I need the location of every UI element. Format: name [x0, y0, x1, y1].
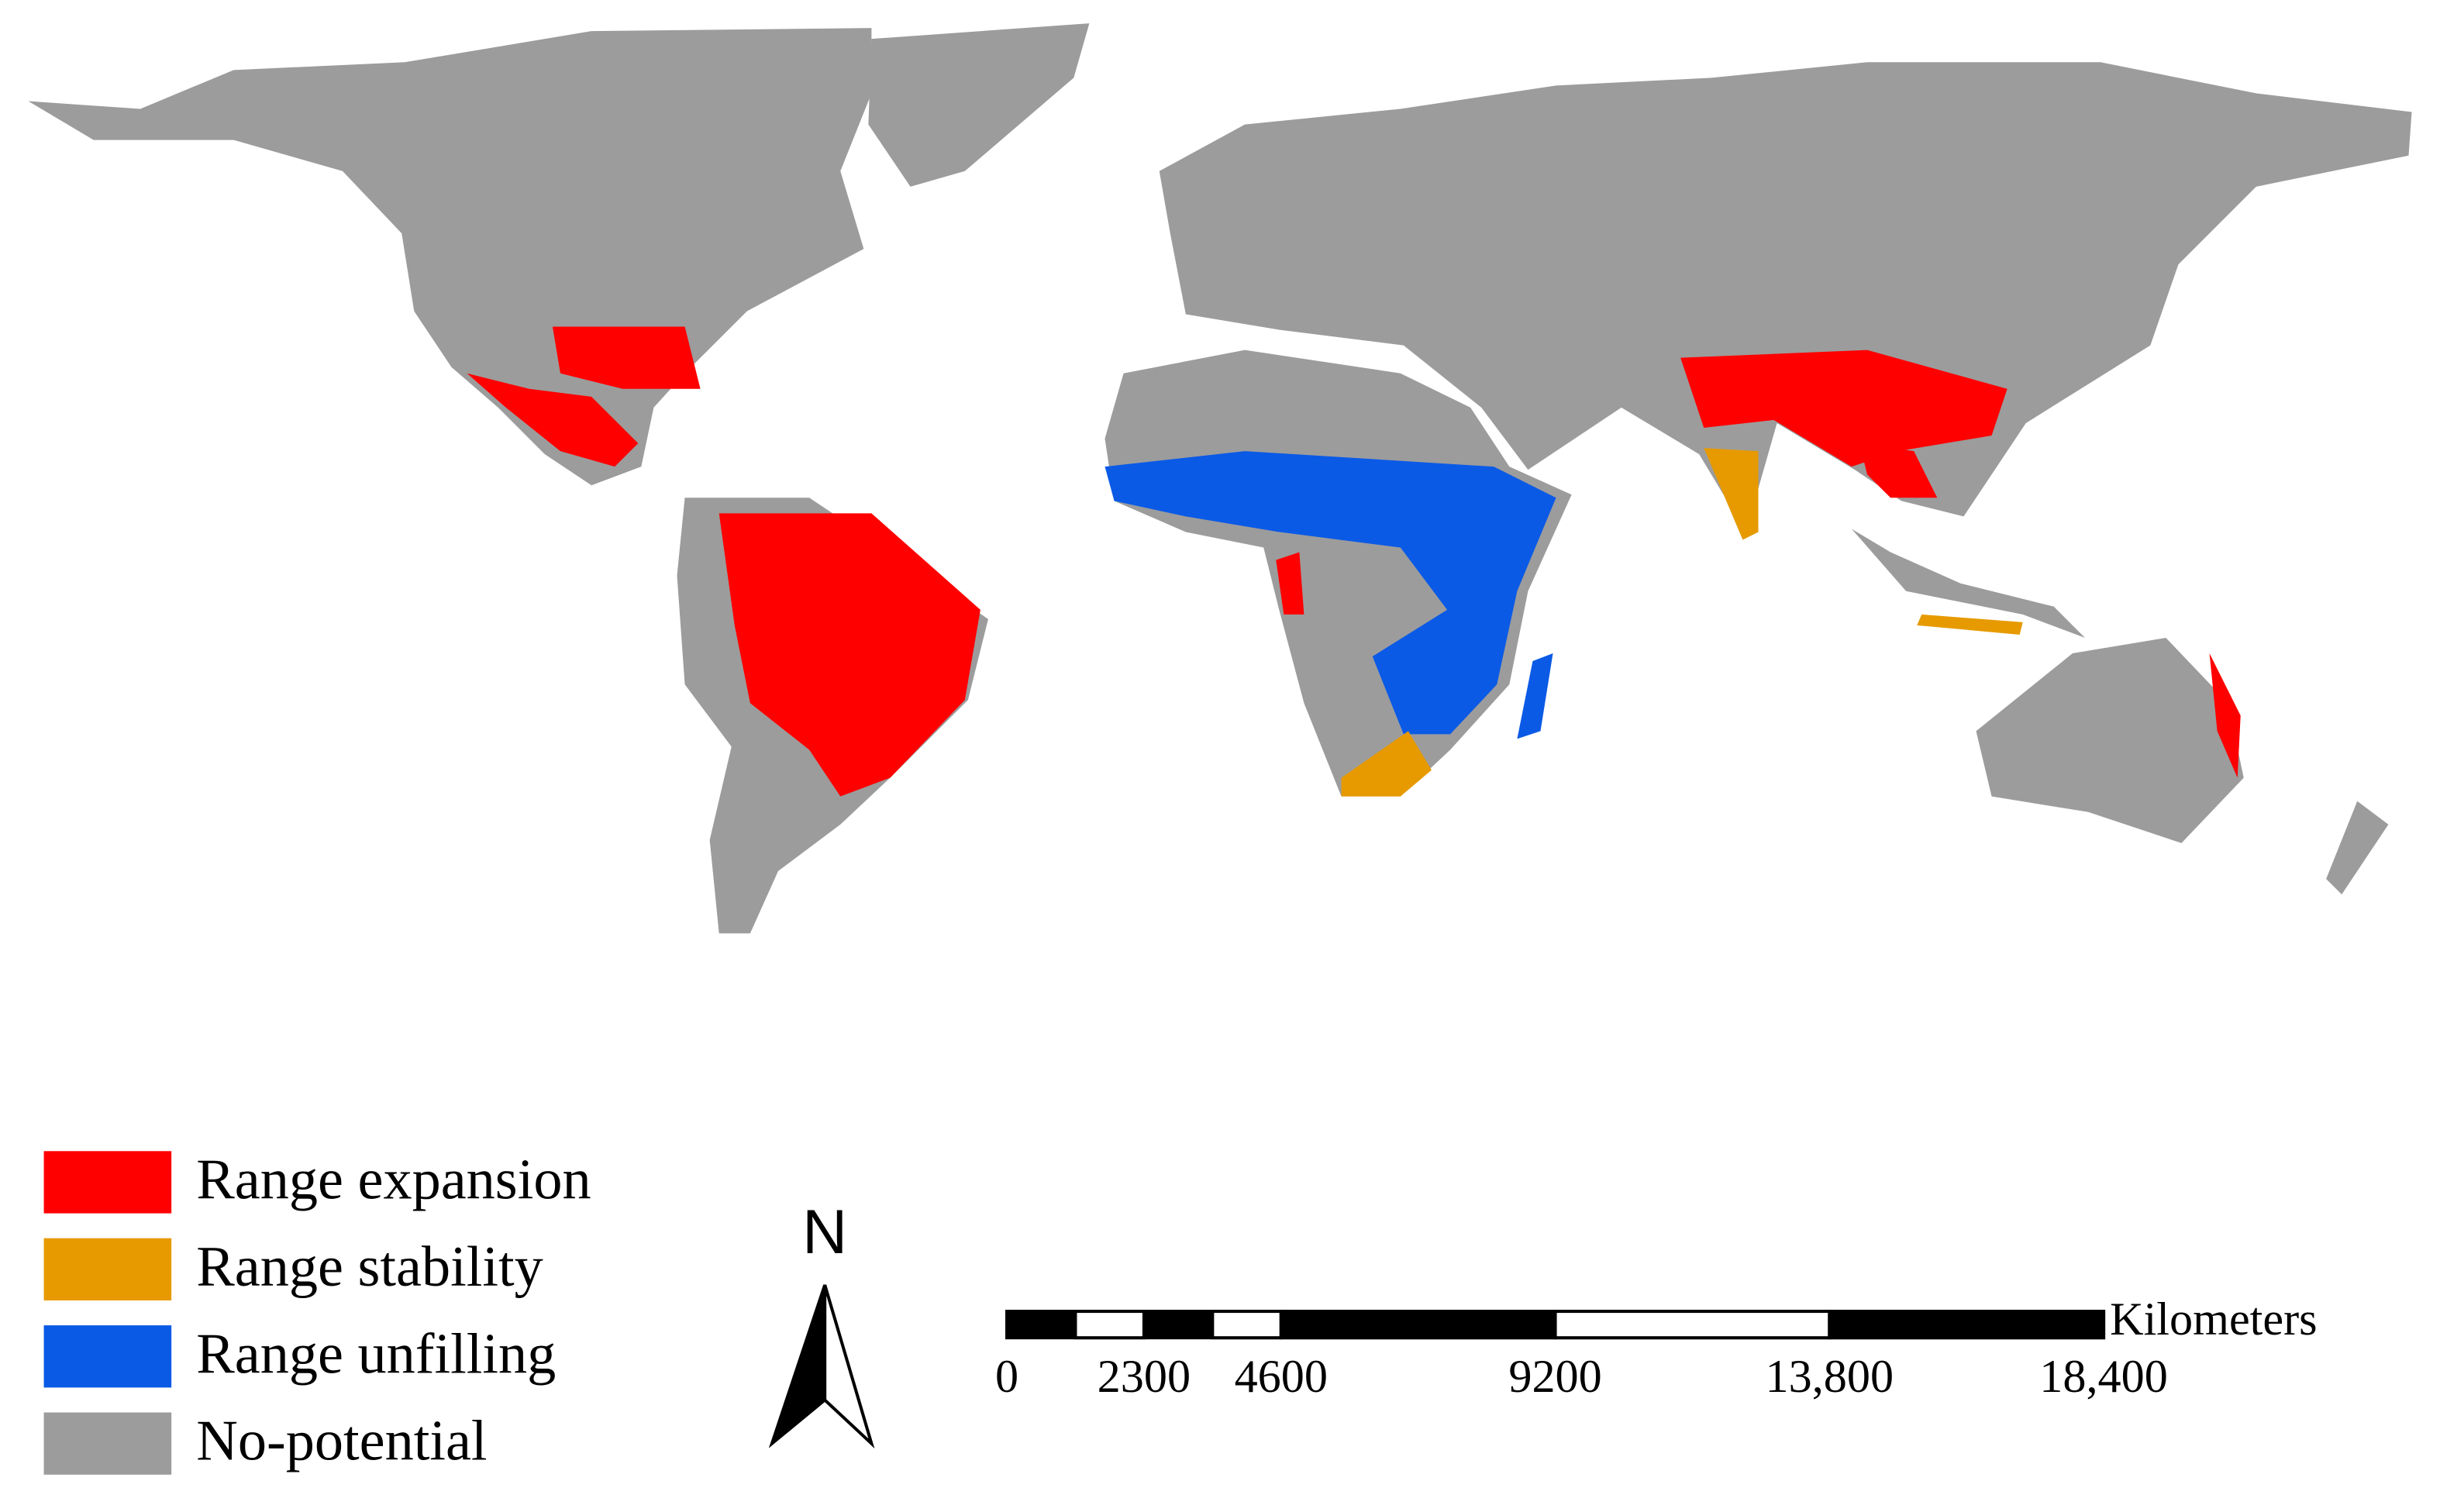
expansion-area: [1680, 350, 2007, 467]
unfilling-area: [1105, 451, 1556, 735]
legend-label: No-potential: [196, 1410, 487, 1473]
arrow-right: [823, 1284, 875, 1449]
eurasia: [1159, 62, 2412, 532]
stability-area: [1917, 614, 2023, 635]
overlays: [467, 326, 2241, 797]
scale-unit: Kilometers: [2110, 1293, 2318, 1345]
scale-segment: [1007, 1311, 1076, 1338]
legend-swatch: [43, 1238, 172, 1301]
legend-swatch: [43, 1412, 172, 1475]
legend-label: Range expansion: [196, 1149, 591, 1212]
scale-tick-label: 0: [995, 1351, 1018, 1403]
legend-label: Range stability: [196, 1235, 543, 1299]
scale-tick-label: 18,400: [2039, 1351, 2168, 1403]
indonesia: [1851, 529, 2086, 638]
stability-area: [1704, 448, 1759, 540]
scale-tick-label: 2300: [1098, 1351, 1191, 1403]
scale-bar: Kilometers 0 2300 4600 9200 13,800 18,400: [995, 1293, 2318, 1403]
legend-label: Range unfilling: [196, 1322, 556, 1386]
legend-swatch: [43, 1151, 172, 1214]
scale-segment: [1279, 1310, 1557, 1340]
expansion-area: [552, 326, 701, 389]
australia: [1976, 637, 2244, 843]
expansion-area: [1859, 443, 1938, 498]
arrow-left: [768, 1284, 827, 1448]
north-label: N: [802, 1197, 847, 1267]
scale-segment: [1211, 1310, 1283, 1340]
legend-swatch: [43, 1325, 172, 1388]
unfilling-area: [1517, 653, 1553, 739]
north-arrow: N: [768, 1197, 875, 1449]
scale-segment: [1074, 1310, 1146, 1340]
scale-tick-label: 4600: [1235, 1351, 1328, 1403]
legend: Range expansion Range stability Range unfi…: [43, 1149, 591, 1475]
scale-segment: [1553, 1310, 1832, 1340]
new-zealand: [2326, 801, 2389, 895]
scale-segment: [1143, 1311, 1213, 1338]
expansion-area: [1276, 552, 1304, 615]
stability-area: [1341, 731, 1432, 797]
expansion-area: [467, 373, 639, 467]
greenland: [868, 23, 1090, 187]
scale-segment: [1828, 1310, 2106, 1340]
expansion-area: [2209, 653, 2241, 778]
north-america: [28, 28, 872, 486]
expansion-area: [719, 513, 980, 797]
scale-tick-label: 9200: [1508, 1351, 1601, 1403]
scale-tick-label: 13,800: [1766, 1351, 1894, 1403]
